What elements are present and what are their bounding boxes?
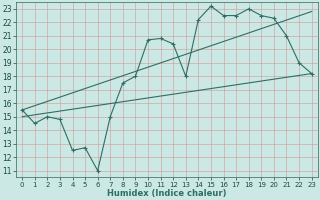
X-axis label: Humidex (Indice chaleur): Humidex (Indice chaleur) (107, 189, 227, 198)
